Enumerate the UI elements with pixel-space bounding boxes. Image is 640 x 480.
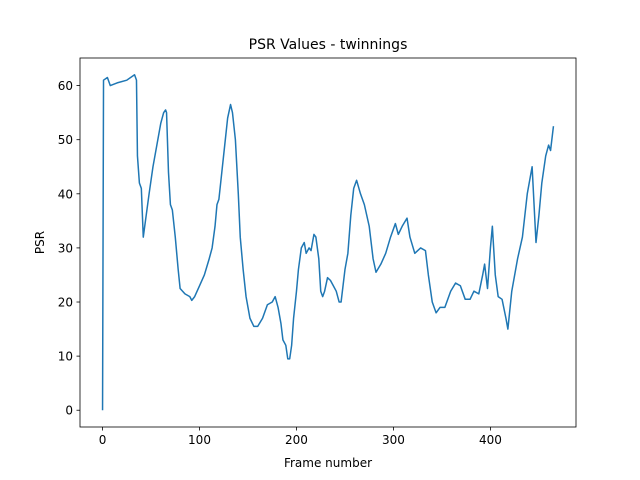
y-tick-label: 30 [58, 241, 73, 255]
x-tick-label: 0 [99, 433, 107, 447]
y-tick-label: 0 [65, 404, 73, 418]
y-tick-label: 60 [58, 79, 73, 93]
x-tick-label: 400 [479, 433, 502, 447]
x-tick-label: 200 [285, 433, 308, 447]
x-axis-label: Frame number [284, 456, 372, 470]
x-tick-label: 300 [382, 433, 405, 447]
y-tick-label: 10 [58, 350, 73, 364]
plot-frame [79, 57, 577, 428]
y-axis-label: PSR [33, 231, 47, 254]
data-line [101, 74, 555, 411]
y-tick-label: 50 [58, 133, 73, 147]
chart-title: PSR Values - twinnings [249, 37, 408, 53]
y-tick-label: 40 [58, 187, 73, 201]
y-tick-label: 20 [58, 296, 73, 310]
x-tick-label: 100 [188, 433, 211, 447]
